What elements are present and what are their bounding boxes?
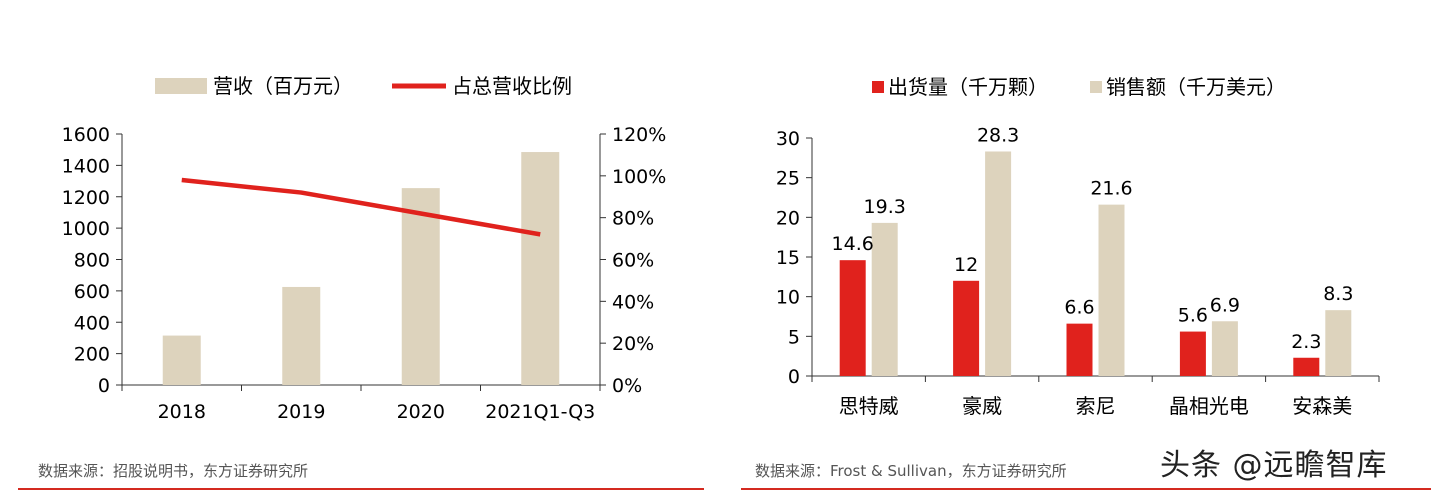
y-tick-label: 5 <box>788 326 800 348</box>
y-tick-label: 25 <box>776 168 800 190</box>
bar-revenue <box>521 152 560 385</box>
watermark: 头条 @远瞻智库 <box>1160 448 1388 483</box>
y2-tick-label: 120% <box>612 124 666 146</box>
legend-swatch-sales <box>1090 81 1102 93</box>
x-tick-label: 2019 <box>277 401 325 423</box>
bar-sales <box>1098 204 1125 376</box>
bar-shipments <box>1293 357 1320 376</box>
data-label-sales: 21.6 <box>1090 178 1132 200</box>
y-tick-label: 800 <box>74 250 110 272</box>
legend-label-share: 占总营收比例 <box>452 74 572 98</box>
line-share <box>181 177 541 237</box>
y-tick-label: 10 <box>776 287 800 309</box>
x-tick-label: 2018 <box>158 401 206 423</box>
source-note: 数据来源：Frost & Sullivan，东方证券研究所 <box>755 462 1067 480</box>
bar-sales <box>1325 310 1352 376</box>
y-tick-label: 1400 <box>62 155 110 177</box>
bar-revenue <box>282 286 321 385</box>
data-label-shipments: 5.6 <box>1178 305 1208 327</box>
y-tick-label: 0 <box>98 375 110 397</box>
y-tick-label: 200 <box>74 344 110 366</box>
y-tick-label: 1600 <box>62 124 110 146</box>
bar-sales <box>871 222 898 376</box>
y2-tick-label: 80% <box>612 208 654 230</box>
data-label-sales: 6.9 <box>1210 294 1240 316</box>
y-tick-label: 30 <box>776 128 800 150</box>
y-tick-label: 400 <box>74 312 110 334</box>
source-note: 数据来源：招股说明书，东方证券研究所 <box>38 462 309 480</box>
bar-shipments <box>839 260 866 376</box>
data-label-shipments: 14.6 <box>832 233 874 255</box>
legend-swatch-shipments <box>872 81 884 93</box>
y-tick-label: 1200 <box>62 187 110 209</box>
data-label-shipments: 12 <box>954 254 978 276</box>
bar-sales <box>985 151 1012 376</box>
x-tick-label: 安森美 <box>1292 394 1352 418</box>
y-tick-label: 20 <box>776 207 800 229</box>
x-tick-label: 豪威 <box>962 394 1002 418</box>
bar-shipments <box>953 280 980 376</box>
data-label-shipments: 2.3 <box>1291 331 1321 353</box>
y2-tick-label: 100% <box>612 166 666 188</box>
data-label-sales: 8.3 <box>1323 283 1353 305</box>
left-chart-panel: 营收（百万元） 占总营收比例 0 200 400 600 800 1000 1200 1400 16… <box>18 74 704 490</box>
data-label-sales: 19.3 <box>864 196 906 218</box>
x-tick-label: 2020 <box>397 401 445 423</box>
y-tick-label: 15 <box>776 247 800 269</box>
revenue-chart: 营收（百万元） 占总营收比例 0 200 400 600 800 1000 1200 1400 16… <box>62 74 667 423</box>
y2-tick-label: 40% <box>612 291 654 313</box>
x-tick-label: 2021Q1-Q3 <box>485 401 595 423</box>
y2-tick-label: 60% <box>612 250 654 272</box>
y2-tick-label: 20% <box>612 333 654 355</box>
source-divider <box>18 488 704 490</box>
bar-revenue <box>162 335 201 385</box>
x-tick-label: 思特威 <box>839 394 899 418</box>
legend-swatch-revenue <box>155 78 207 94</box>
legend-label-shipments: 出货量（千万颗） <box>888 75 1048 99</box>
legend-label-revenue: 营收（百万元） <box>213 74 353 98</box>
data-label-sales: 28.3 <box>977 124 1019 146</box>
bar-shipments <box>1179 331 1206 376</box>
bar-sales <box>1211 321 1238 376</box>
shipment-sales-chart: 出货量（千万颗） 销售额（千万美元） 0 5 10 15 20 25 30 14.6 19.3 思特威… <box>776 75 1380 418</box>
bar-shipments <box>1066 323 1093 376</box>
x-tick-label: 索尼 <box>1076 394 1116 418</box>
source-divider <box>741 488 1431 490</box>
y2-tick-label: 0% <box>612 375 642 397</box>
y-tick-label: 1000 <box>62 218 110 240</box>
y-tick-label: 0 <box>788 366 800 388</box>
bar-revenue <box>401 188 440 385</box>
right-chart-panel: 出货量（千万颗） 销售额（千万美元） 0 5 10 15 20 25 30 14.6 19.3 思特威… <box>719 0 1438 495</box>
y-tick-label: 600 <box>74 281 110 303</box>
data-label-shipments: 6.6 <box>1064 297 1094 319</box>
legend-label-sales: 销售额（千万美元） <box>1106 75 1286 99</box>
x-tick-label: 晶相光电 <box>1169 394 1249 418</box>
